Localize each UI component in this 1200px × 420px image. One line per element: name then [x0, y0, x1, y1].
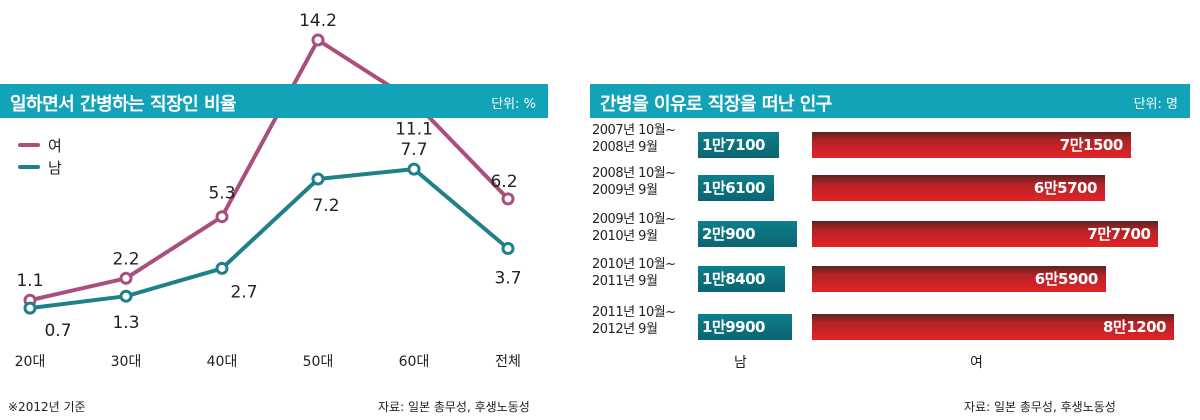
- line-chart-legend: 여 남: [18, 134, 62, 178]
- footnote: ※2012년 기준: [8, 400, 86, 414]
- bar-male-4: 1만9900: [698, 314, 793, 340]
- data-label-female-4: 11.1: [395, 120, 433, 140]
- line-chart-unit: 단위: %: [491, 97, 536, 112]
- bar-female-0: 7만1500: [812, 132, 1131, 158]
- bar-chart-unit: 단위: 명: [1133, 97, 1178, 112]
- data-point-female-3: [311, 33, 325, 47]
- bar-male-1: 1만6100: [698, 175, 775, 201]
- data-label-male-3: 7.2: [312, 196, 339, 216]
- data-point-female-2: [215, 210, 229, 224]
- period-label-0: 2007년 10월~ 2008년 9월: [592, 123, 676, 155]
- legend-swatch-female: [18, 143, 40, 147]
- x-tick-label-0: 20대: [15, 354, 46, 370]
- bar-female-4: 8만1200: [812, 314, 1174, 340]
- data-point-male-1: [119, 289, 133, 303]
- legend-item-male: 남: [18, 156, 62, 178]
- bar-chart-title: 간병을 이유로 직장을 떠난 인구: [600, 94, 832, 115]
- data-point-female-5: [501, 192, 515, 206]
- period-label-3: 2010년 10월~ 2011년 9월: [592, 257, 676, 289]
- x-tick-label-4: 60대: [399, 354, 430, 370]
- legend-label-male: 남: [48, 158, 62, 177]
- legend-item-female: 여: [18, 134, 62, 156]
- bar-male-0: 1만7100: [698, 132, 779, 158]
- data-point-female-1: [119, 271, 133, 285]
- line-chart: 1.1 2.2 5.3 14.2 11.1 6.2 0.7 1.3 2.7 7.2 7.7 3.7 20…: [15, 11, 522, 370]
- period-label-1: 2008년 10월~ 2009년 9월: [592, 166, 676, 198]
- legend-swatch-male: [18, 165, 40, 169]
- x-tick-label-1: 30대: [111, 354, 142, 370]
- data-label-female-3: 14.2: [299, 11, 337, 31]
- bar-female-3: 6만5900: [812, 266, 1106, 292]
- data-label-female-5: 6.2: [490, 172, 517, 192]
- bar-chart-source: 자료: 일본 총무성, 후생노동성: [964, 400, 1116, 414]
- female-axis-label: 여: [970, 355, 983, 371]
- period-label-2: 2009년 10월~ 2010년 9월: [592, 212, 676, 244]
- data-label-male-0: 0.7: [44, 321, 71, 341]
- data-label-female-2: 5.3: [208, 184, 235, 204]
- data-point-male-0: [23, 301, 37, 315]
- bar-chart-panel: 간병을 이유로 직장을 떠난 인구 단위: 명 2007년 10월~ 2008년 …: [580, 0, 1200, 420]
- legend-label-female: 여: [48, 136, 62, 155]
- data-label-male-5: 3.7: [494, 269, 521, 289]
- line-chart-source: 자료: 일본 총무성, 후생노동성: [378, 400, 530, 414]
- x-tick-label-2: 40대: [207, 354, 238, 370]
- line-chart-panel: 1.1 2.2 5.3 14.2 11.1 6.2 0.7 1.3 2.7 7.2 7.7 3.7 20…: [0, 0, 580, 420]
- bar-female-1: 6만5700: [812, 175, 1105, 201]
- data-label-male-1: 1.3: [112, 313, 139, 333]
- series-line-female: [29, 38, 510, 303]
- bar-male-3: 1만8400: [698, 266, 786, 292]
- data-label-female-1: 2.2: [112, 249, 139, 269]
- x-tick-label-3: 50대: [303, 354, 334, 370]
- bar-male-2: 2만900: [698, 221, 797, 247]
- data-label-male-2: 2.7: [230, 282, 257, 302]
- x-tick-label-5: 전체: [495, 354, 521, 370]
- data-point-male-4: [407, 162, 421, 176]
- line-chart-title-bar: 일하면서 간병하는 직장인 비율 단위: %: [0, 84, 548, 118]
- data-label-female-0: 1.1: [16, 271, 43, 291]
- bar-chart-title-bar: 간병을 이유로 직장을 떠난 인구 단위: 명: [590, 84, 1190, 118]
- data-point-male-5: [501, 242, 515, 255]
- male-axis-label: 남: [734, 355, 747, 371]
- period-label-4: 2011년 10월~ 2012년 9월: [592, 305, 676, 337]
- data-label-male-4: 7.7: [400, 140, 427, 160]
- data-point-male-2: [215, 261, 229, 275]
- data-point-male-3: [311, 172, 325, 186]
- series-line-male: [29, 167, 510, 311]
- bar-female-2: 7만7700: [812, 221, 1159, 247]
- line-chart-title: 일하면서 간병하는 직장인 비율: [10, 94, 237, 115]
